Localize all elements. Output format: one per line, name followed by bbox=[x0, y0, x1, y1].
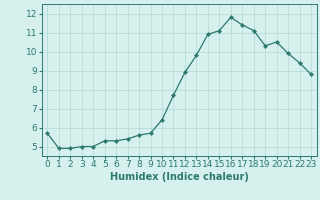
X-axis label: Humidex (Indice chaleur): Humidex (Indice chaleur) bbox=[110, 172, 249, 182]
